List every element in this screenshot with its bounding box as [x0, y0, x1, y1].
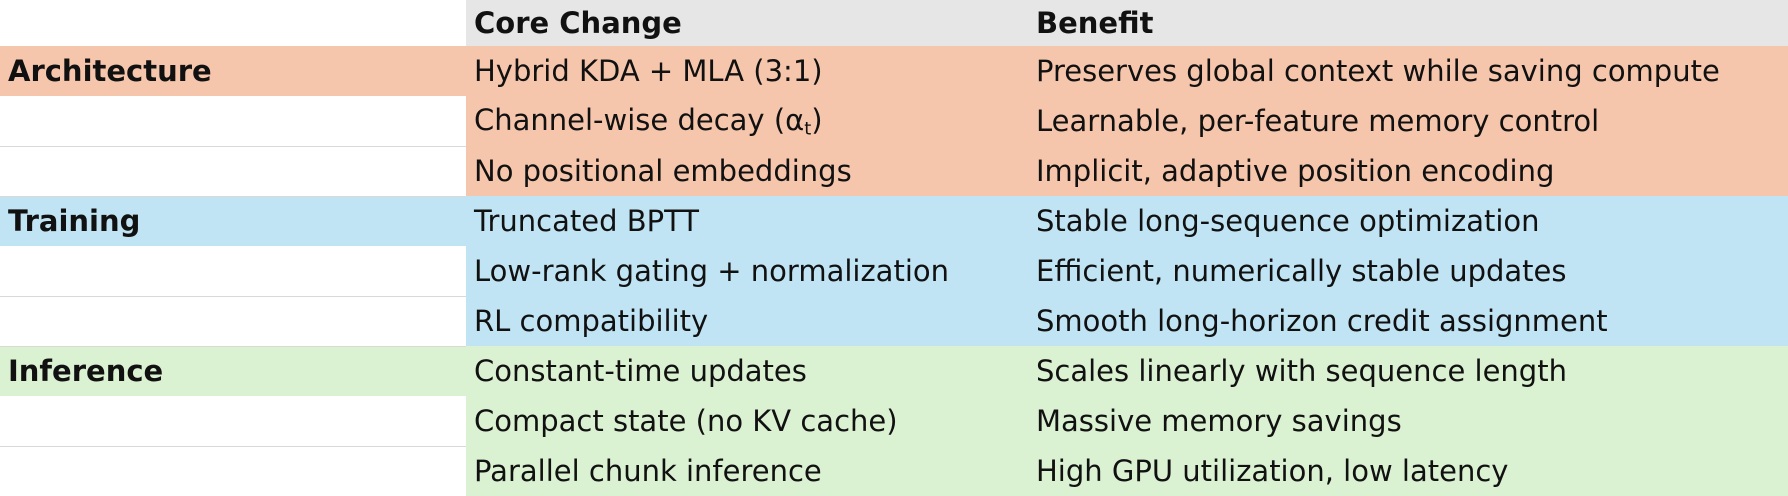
table-row: Low-rank gating + normalization Efficien…	[0, 246, 1788, 297]
header-core-change[interactable]: Core Change	[466, 0, 1028, 46]
category-cell[interactable]	[0, 296, 466, 347]
core-change-cell[interactable]: No positional embeddings	[466, 146, 1028, 196]
header-blank-cell[interactable]	[0, 0, 466, 46]
category-cell[interactable]: Training	[0, 196, 466, 246]
core-change-cell[interactable]: Hybrid KDA + MLA (3:1)	[466, 46, 1028, 96]
header-row: Core Change Benefit	[0, 0, 1788, 46]
table-row: RL compatibility Smooth long-horizon cre…	[0, 296, 1788, 347]
category-cell[interactable]	[0, 446, 466, 496]
table-row: No positional embeddings Implicit, adapt…	[0, 146, 1788, 197]
core-change-cell[interactable]: RL compatibility	[466, 296, 1028, 346]
benefit-cell[interactable]: Preserves global context while saving co…	[1028, 46, 1788, 96]
benefit-cell[interactable]: Implicit, adaptive position encoding	[1028, 146, 1788, 196]
core-change-cell[interactable]: Compact state (no KV cache)	[466, 396, 1028, 446]
header-benefit[interactable]: Benefit	[1028, 0, 1788, 46]
core-change-cell[interactable]: Parallel chunk inference	[466, 446, 1028, 496]
core-change-text: Channel-wise decay (α	[474, 102, 805, 137]
table-row: Inference Constant-time updates Scales l…	[0, 346, 1788, 396]
core-change-cell[interactable]: Channel-wise decay (αt)	[466, 96, 1028, 146]
table-row: Architecture Hybrid KDA + MLA (3:1) Pres…	[0, 46, 1788, 96]
benefit-cell[interactable]: Stable long-sequence optimization	[1028, 196, 1788, 246]
table-row: Training Truncated BPTT Stable long-sequ…	[0, 196, 1788, 246]
benefit-cell[interactable]: High GPU utilization, low latency	[1028, 446, 1788, 496]
core-change-cell[interactable]: Constant-time updates	[466, 346, 1028, 396]
benefit-cell[interactable]: Scales linearly with sequence length	[1028, 346, 1788, 396]
benefit-cell[interactable]: Smooth long-horizon credit assignment	[1028, 296, 1788, 346]
category-cell[interactable]	[0, 96, 466, 147]
table-row: Channel-wise decay (αt) Learnable, per-f…	[0, 96, 1788, 147]
category-cell[interactable]: Architecture	[0, 46, 466, 96]
table-row: Parallel chunk inference High GPU utiliz…	[0, 446, 1788, 496]
benefit-cell[interactable]: Learnable, per-feature memory control	[1028, 96, 1788, 146]
benefit-cell[interactable]: Efficient, numerically stable updates	[1028, 246, 1788, 296]
benefit-cell[interactable]: Massive memory savings	[1028, 396, 1788, 446]
subscript-t: t	[804, 118, 812, 140]
core-change-cell[interactable]: Truncated BPTT	[466, 196, 1028, 246]
core-change-cell[interactable]: Low-rank gating + normalization	[466, 246, 1028, 296]
core-change-suffix: )	[811, 102, 823, 137]
category-cell[interactable]	[0, 146, 466, 197]
category-cell[interactable]	[0, 396, 466, 447]
category-cell[interactable]	[0, 246, 466, 297]
table-row: Compact state (no KV cache) Massive memo…	[0, 396, 1788, 447]
category-cell[interactable]: Inference	[0, 346, 466, 396]
